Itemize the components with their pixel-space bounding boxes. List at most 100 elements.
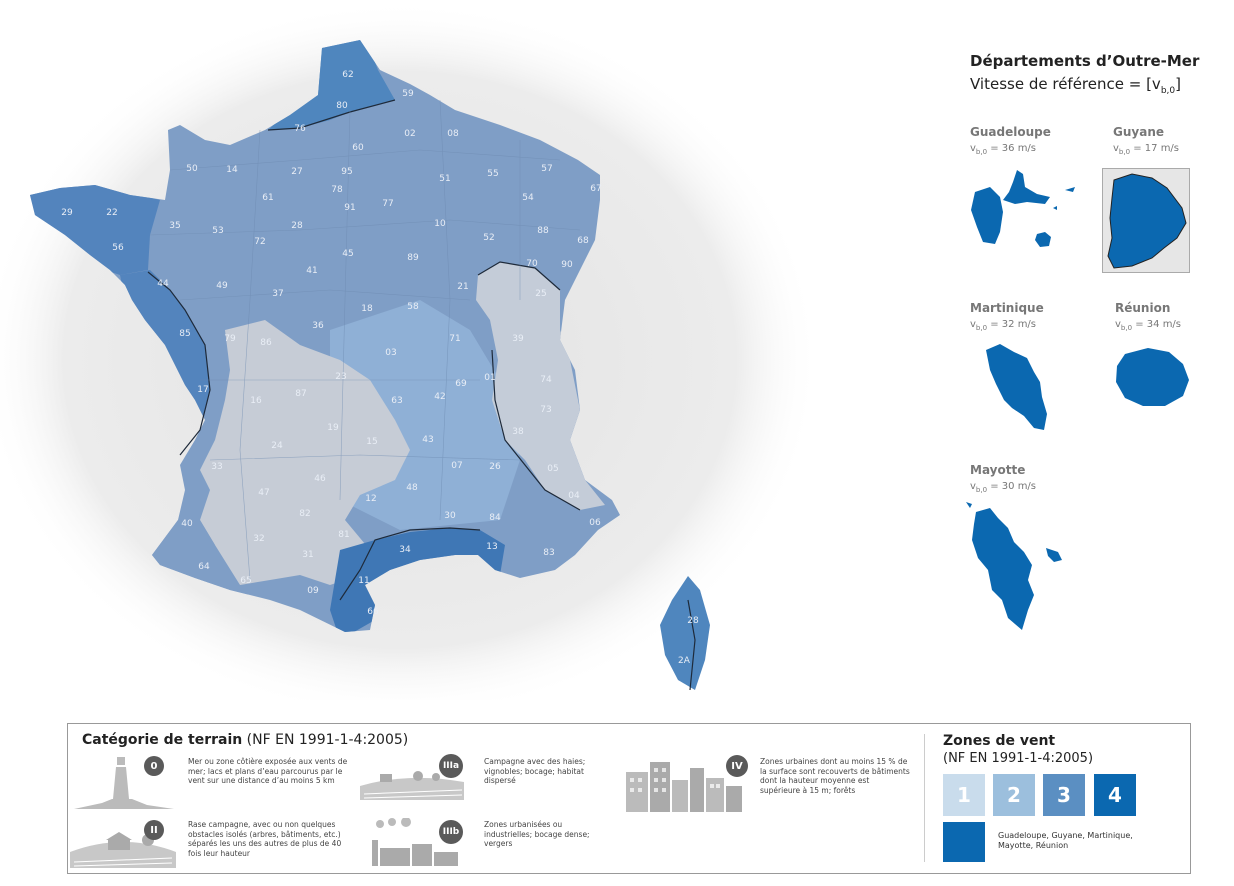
dept-label: 66 bbox=[367, 607, 379, 617]
dom-name-reunion: Réunion bbox=[1115, 301, 1171, 315]
dept-label: 44 bbox=[157, 279, 169, 289]
dept-label: 28 bbox=[291, 221, 303, 231]
dept-label: 12 bbox=[365, 494, 377, 504]
dept-label: 36 bbox=[312, 321, 324, 331]
dept-label: 79 bbox=[224, 334, 236, 344]
dept-label: 11 bbox=[358, 576, 370, 586]
dept-label: 18 bbox=[361, 304, 373, 314]
category-iiia-badge: IIIa bbox=[439, 754, 463, 778]
dept-label: 43 bbox=[422, 435, 434, 445]
dept-label: 14 bbox=[226, 165, 238, 175]
zone-boundary-south bbox=[339, 527, 481, 601]
dept-label: 31 bbox=[302, 550, 314, 560]
dept-label: 49 bbox=[216, 281, 228, 291]
dept-label: 2A bbox=[678, 656, 690, 666]
dept-label: 21 bbox=[457, 282, 469, 292]
dom-speed-martinique: vb,0 = 32 m/s bbox=[970, 319, 1037, 332]
category-ii-text: Rase campagne, avec ou non quelques obst… bbox=[188, 820, 342, 858]
dom-name-martinique: Martinique bbox=[970, 301, 1044, 315]
dept-label: 01 bbox=[484, 373, 496, 383]
france-map: 62 59 80 76 02 08 60 57 55 67 54 51 50 1… bbox=[0, 0, 820, 700]
dept-label: 48 bbox=[406, 483, 418, 493]
dept-label: 45 bbox=[342, 249, 354, 259]
dept-label: 91 bbox=[344, 203, 356, 213]
dept-label: 40 bbox=[181, 519, 193, 529]
dept-label: 41 bbox=[306, 266, 318, 276]
reunion-shape bbox=[1116, 348, 1189, 406]
dept-label: 26 bbox=[489, 462, 501, 472]
dom-subtitle: Vitesse de référence = [vb,0] bbox=[970, 75, 1181, 96]
dept-label: 06 bbox=[589, 518, 601, 528]
dept-label: 80 bbox=[336, 101, 348, 111]
dept-label: 38 bbox=[512, 427, 524, 437]
category-ii-badge: II bbox=[144, 820, 164, 840]
dept-label: 15 bbox=[366, 437, 378, 447]
dom-name-mayotte: Mayotte bbox=[970, 463, 1026, 477]
zone-boundary-east bbox=[477, 261, 581, 511]
map-svg bbox=[0, 0, 820, 700]
guyane-shape bbox=[1102, 168, 1190, 273]
wind-zones-subtitle: (NF EN 1991-1-4:2005) bbox=[943, 751, 1094, 766]
dept-label: 90 bbox=[561, 260, 573, 270]
dept-label: 52 bbox=[483, 233, 495, 243]
zone-1-swatch: 1 bbox=[943, 774, 985, 816]
dept-label: 50 bbox=[186, 164, 198, 174]
dept-label: 34 bbox=[399, 545, 411, 555]
zone-3-swatch: 3 bbox=[1043, 774, 1085, 816]
category-0-badge: 0 bbox=[144, 756, 164, 776]
dept-label: 64 bbox=[198, 562, 210, 572]
zone4-brittany bbox=[30, 180, 160, 275]
dept-label: 62 bbox=[342, 70, 354, 80]
dept-label: 84 bbox=[489, 513, 501, 523]
dept-label: 32 bbox=[253, 534, 265, 544]
martinique-shape bbox=[986, 344, 1047, 430]
zone1-east bbox=[476, 262, 605, 510]
dept-label: 07 bbox=[451, 461, 463, 471]
category-0-text: Mer ou zone côtière exposée aux vents de… bbox=[188, 757, 348, 786]
dept-label: 03 bbox=[385, 348, 397, 358]
category-iiib-text: Zones urbanisées ou industrielles; bocag… bbox=[484, 820, 590, 849]
dept-label: 29 bbox=[61, 208, 73, 218]
dept-label: 39 bbox=[512, 334, 524, 344]
dept-label: 74 bbox=[540, 375, 552, 385]
dept-label: 59 bbox=[402, 89, 414, 99]
dept-label: 67 bbox=[590, 184, 602, 194]
dept-label: 83 bbox=[543, 548, 555, 558]
guadeloupe-shape bbox=[971, 170, 1075, 247]
dept-label: 71 bbox=[449, 334, 461, 344]
dept-label: 76 bbox=[294, 124, 306, 134]
dept-label: 27 bbox=[291, 167, 303, 177]
dept-label: 25 bbox=[535, 289, 547, 299]
dept-label: 24 bbox=[271, 441, 283, 451]
category-iv-badge: IV bbox=[726, 755, 748, 777]
dept-label: 85 bbox=[179, 329, 191, 339]
dept-label: 13 bbox=[486, 542, 498, 552]
dept-label: 09 bbox=[307, 586, 319, 596]
dept-label: 22 bbox=[106, 208, 118, 218]
terrain-legend-title: Catégorie de terrain (NF EN 1991-1-4:200… bbox=[82, 732, 409, 748]
dept-label: 57 bbox=[541, 164, 553, 174]
zone-boundary-north bbox=[267, 99, 396, 131]
dept-label: 81 bbox=[338, 530, 350, 540]
zone-boundary-corsica bbox=[687, 599, 696, 691]
open-country-icon bbox=[70, 832, 176, 868]
dom-name-guyane: Guyane bbox=[1113, 125, 1164, 139]
dept-label: 61 bbox=[262, 193, 274, 203]
dept-label: 58 bbox=[407, 302, 419, 312]
dom-title: Départements d’Outre-Mer bbox=[970, 52, 1200, 70]
department-borders bbox=[149, 99, 581, 581]
dept-label: 68 bbox=[577, 236, 589, 246]
category-iiib-badge: IIIb bbox=[439, 820, 463, 844]
dept-label: 53 bbox=[212, 226, 224, 236]
zone-boundary-west bbox=[147, 271, 211, 456]
dept-label: 78 bbox=[331, 185, 343, 195]
dom-speed-guyane: vb,0 = 17 m/s bbox=[1113, 143, 1180, 156]
category-iiia-text: Campagne avec des haies; vignobles; boca… bbox=[484, 757, 586, 786]
dept-label: 10 bbox=[434, 219, 446, 229]
dept-label: 77 bbox=[382, 199, 394, 209]
dept-label: 82 bbox=[299, 509, 311, 519]
dept-label: 88 bbox=[537, 226, 549, 236]
dept-label: 19 bbox=[327, 423, 339, 433]
dept-label: 04 bbox=[568, 491, 580, 501]
dom-speed-guadeloupe: vb,0 = 36 m/s bbox=[970, 143, 1037, 156]
